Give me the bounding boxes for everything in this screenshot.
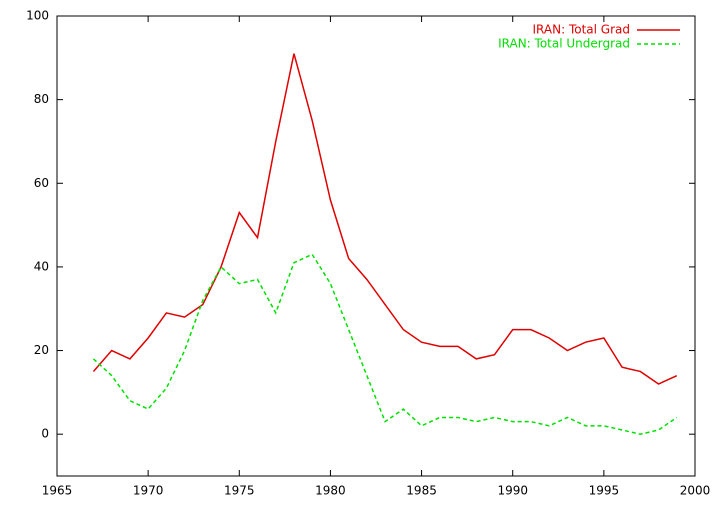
legend-label: IRAN: Total Grad xyxy=(533,23,630,37)
x-tick-label: 1970 xyxy=(133,484,164,498)
x-tick-label: 2000 xyxy=(680,484,711,498)
x-tick-label: 1980 xyxy=(315,484,346,498)
x-tick-label: 1975 xyxy=(224,484,255,498)
data-line xyxy=(92,53,678,385)
legend-label: IRAN: Total Undergrad xyxy=(498,37,630,51)
y-tick-label: 100 xyxy=(26,9,49,23)
y-tick-label: 0 xyxy=(41,427,49,441)
y-tick-label: 60 xyxy=(34,176,49,190)
x-tick-label: 1985 xyxy=(406,484,437,498)
x-tick-label: 1995 xyxy=(589,484,620,498)
x-tick-label: 1965 xyxy=(42,484,73,498)
y-tick-label: 20 xyxy=(34,343,49,357)
plot-frame xyxy=(56,15,696,477)
y-tick-label: 80 xyxy=(34,92,49,106)
data-line xyxy=(92,253,678,435)
y-tick-label: 40 xyxy=(34,259,49,273)
x-tick-label: 1990 xyxy=(497,484,528,498)
